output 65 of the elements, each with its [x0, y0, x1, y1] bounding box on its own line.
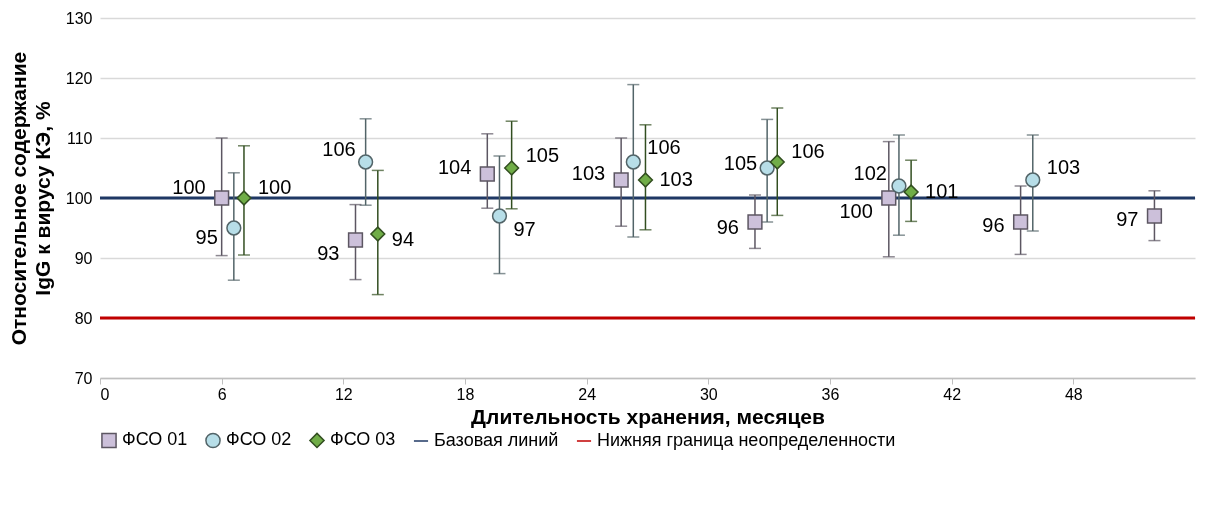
y-tick-label: 80 — [74, 309, 93, 327]
point — [347, 232, 364, 248]
data-label: 100 — [257, 176, 292, 198]
data-label: 105 — [525, 144, 560, 166]
legend-label: ФСО 02 — [226, 429, 292, 450]
point — [370, 226, 386, 242]
x-tick-label: 24 — [578, 385, 597, 403]
y-tick-label: 110 — [66, 129, 93, 147]
point — [637, 172, 654, 188]
y-tick-label: 130 — [65, 9, 93, 27]
point — [1025, 172, 1041, 188]
point — [479, 166, 495, 182]
point — [226, 220, 242, 236]
x-tick-label: 6 — [217, 385, 227, 403]
data-label: 100 — [172, 176, 206, 198]
y-axis-title: Относительное содержание IgG к вирусу КЭ, % — [6, 51, 54, 346]
data-label: 96 — [716, 216, 739, 238]
point — [625, 154, 641, 170]
point — [881, 190, 897, 206]
point — [236, 190, 252, 206]
x-tick-label: 48 — [1064, 385, 1083, 403]
x-tick-label: 42 — [943, 385, 962, 403]
data-label: 106 — [647, 136, 681, 158]
y-tick-label: 90 — [74, 249, 93, 267]
data-label: 105 — [723, 152, 758, 174]
point — [891, 178, 907, 194]
data-label: 106 — [322, 138, 356, 160]
data-label: 102 — [853, 162, 887, 184]
point — [491, 208, 508, 224]
data-label: 96 — [982, 214, 1005, 236]
data-label: 103 — [1046, 156, 1081, 178]
data-label: 97 — [1116, 208, 1139, 230]
point — [903, 184, 919, 200]
y-tick-label: 120 — [65, 69, 93, 87]
point — [358, 154, 374, 170]
data-label: 94 — [391, 228, 415, 250]
data-label: 95 — [195, 226, 218, 248]
point — [504, 160, 520, 176]
point — [613, 172, 629, 188]
data-label: 93 — [317, 242, 340, 264]
point — [214, 190, 230, 206]
legend-label: ФСО 03 — [330, 429, 396, 450]
point — [1146, 208, 1163, 224]
x-tick-label: 36 — [821, 385, 840, 403]
data-label: 97 — [513, 218, 536, 240]
x-tick-label: 0 — [100, 385, 110, 403]
x-axis-title: Длительность хранения, месяцев — [471, 404, 825, 428]
data-label: 104 — [437, 156, 472, 178]
legend-label: Нижняя граница неопределенности — [597, 430, 896, 450]
x-tick-label: 18 — [456, 385, 475, 403]
point — [769, 154, 785, 170]
point — [759, 160, 775, 176]
data-label: 101 — [925, 180, 959, 202]
x-tick-label: 12 — [334, 385, 353, 403]
y-tick-label: 100 — [65, 189, 93, 207]
data-label: 106 — [791, 140, 825, 162]
point — [1012, 214, 1029, 230]
legend-label: Базовая линий — [434, 430, 559, 450]
point — [747, 214, 763, 230]
x-tick-label: 30 — [699, 385, 718, 403]
data-label: 103 — [659, 168, 693, 190]
data-label: 103 — [571, 162, 606, 184]
legend-label: ФСО 01 — [122, 429, 188, 450]
data-label: 100 — [839, 200, 873, 222]
y-tick-label: 70 — [74, 369, 93, 387]
